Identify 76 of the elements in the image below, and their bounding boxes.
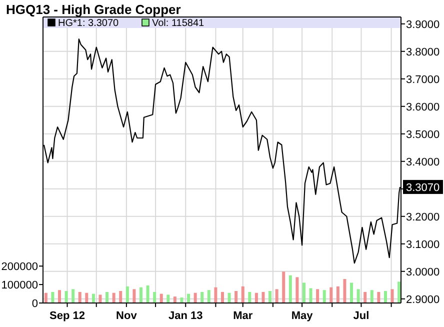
bar bbox=[330, 287, 333, 303]
chart-title: HGQ13 - High Grade Copper bbox=[6, 2, 181, 17]
bar bbox=[64, 291, 68, 303]
y-tick-label: 200000 bbox=[1, 261, 38, 274]
bar bbox=[44, 292, 48, 303]
bar bbox=[302, 282, 306, 303]
y2-tick-label: 3.2000 bbox=[406, 211, 440, 224]
bar bbox=[92, 294, 95, 303]
bar bbox=[288, 275, 292, 303]
bar bbox=[166, 294, 170, 303]
y2-tick-label: 3.9000 bbox=[406, 18, 440, 31]
bar bbox=[370, 290, 374, 303]
bar bbox=[119, 291, 122, 303]
bar bbox=[262, 292, 265, 303]
bar bbox=[126, 286, 129, 303]
y2-tick-label: 3.8000 bbox=[406, 46, 440, 58]
bar bbox=[200, 292, 204, 303]
bar bbox=[72, 289, 75, 303]
bar bbox=[322, 290, 326, 303]
bar bbox=[228, 292, 231, 303]
bar bbox=[173, 296, 176, 303]
bar bbox=[160, 294, 163, 303]
text: 3.3070 bbox=[406, 182, 440, 194]
bar bbox=[296, 277, 299, 303]
bar bbox=[51, 292, 54, 303]
bar bbox=[146, 285, 150, 303]
bar bbox=[309, 288, 312, 303]
x-tick-label: Nov bbox=[116, 310, 138, 322]
bar bbox=[153, 292, 156, 303]
bar bbox=[194, 292, 197, 303]
bar bbox=[248, 292, 252, 303]
x-tick-label: Jul bbox=[353, 310, 370, 322]
bar bbox=[343, 279, 346, 303]
x-tick-label: Mar bbox=[233, 310, 254, 322]
x-tick-label: Sep 12 bbox=[50, 310, 85, 322]
y2-tick-label: 3.6000 bbox=[406, 101, 440, 114]
x-tick-label: May bbox=[291, 310, 314, 322]
bar bbox=[106, 292, 109, 303]
y2-tick-label: 3.1000 bbox=[406, 238, 440, 251]
bar bbox=[207, 290, 210, 303]
bar bbox=[356, 289, 360, 303]
y2-tick-label: 3.4000 bbox=[406, 156, 440, 168]
bar bbox=[398, 282, 401, 303]
bar bbox=[275, 289, 278, 303]
y2-tick-label: 3.5000 bbox=[406, 128, 440, 141]
x-tick-label: Jan 13 bbox=[168, 310, 203, 322]
y2-tick-label: 3.0000 bbox=[406, 266, 440, 278]
bar bbox=[350, 282, 354, 303]
bar bbox=[390, 289, 394, 303]
bar bbox=[268, 291, 272, 303]
bar bbox=[139, 287, 142, 303]
bar bbox=[254, 292, 258, 303]
legend-label: HG*1: 3.3070 bbox=[58, 18, 120, 29]
bar bbox=[85, 292, 88, 303]
bar bbox=[316, 289, 320, 303]
bar bbox=[377, 292, 380, 303]
bar bbox=[220, 292, 224, 303]
bar bbox=[364, 292, 367, 303]
bar bbox=[98, 294, 102, 303]
bar bbox=[187, 294, 190, 303]
y-tick-label: 100000 bbox=[1, 280, 38, 292]
bar bbox=[234, 291, 238, 303]
bar bbox=[336, 286, 340, 303]
y2-tick-label: 2.9000 bbox=[406, 294, 440, 306]
bar bbox=[180, 297, 184, 303]
y2-tick-label: 3.7000 bbox=[406, 74, 440, 86]
bar bbox=[78, 292, 82, 303]
bar bbox=[58, 290, 61, 303]
y-tick-label: 0 bbox=[32, 298, 38, 310]
bar bbox=[384, 291, 387, 303]
bar bbox=[132, 289, 136, 303]
legend-label: Vol: 115841 bbox=[152, 18, 205, 29]
bar bbox=[214, 287, 218, 303]
bar bbox=[112, 292, 116, 303]
bar bbox=[241, 286, 244, 303]
bar bbox=[282, 272, 286, 303]
